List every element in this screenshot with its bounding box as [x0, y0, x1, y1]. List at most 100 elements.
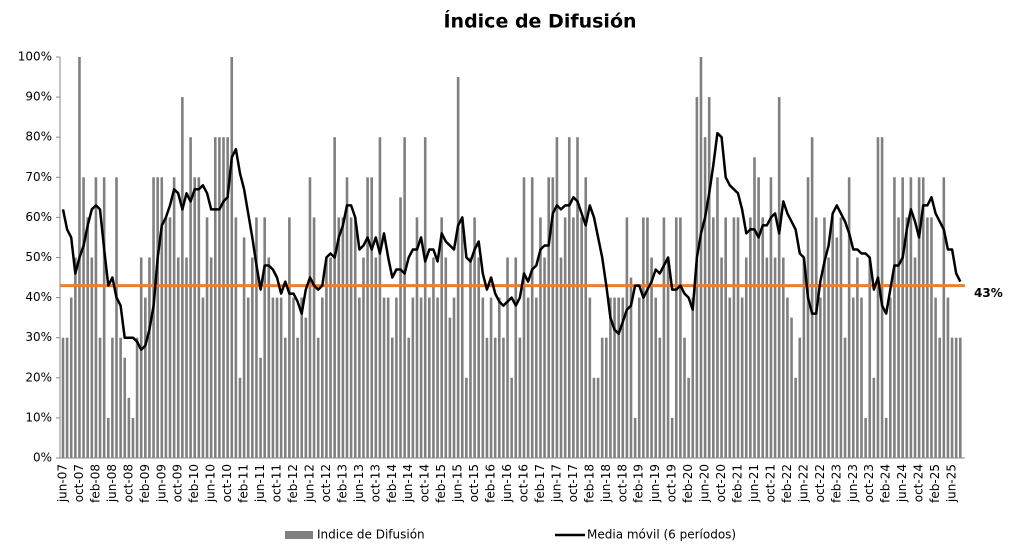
bar [386, 297, 390, 458]
bar [687, 377, 690, 458]
y-tick-label: 0% [33, 451, 52, 465]
reference-label: 43% [974, 286, 1003, 300]
bar [341, 217, 345, 458]
bar [868, 257, 872, 458]
x-tick-label: jun-15 [451, 464, 465, 503]
bar [189, 137, 192, 458]
bar [168, 217, 172, 458]
bar [218, 137, 221, 458]
bar [954, 337, 958, 458]
bar [312, 217, 316, 458]
bar [934, 297, 937, 458]
bar [790, 317, 793, 458]
bar [712, 217, 715, 458]
x-tick-label: jun-19 [648, 464, 662, 503]
bar [111, 337, 114, 458]
bar [514, 257, 518, 458]
bar [732, 217, 736, 458]
bar [325, 257, 328, 458]
bar [275, 297, 279, 458]
bar [370, 177, 373, 459]
bar [234, 217, 238, 458]
bar [946, 297, 950, 458]
y-tick-label: 10% [25, 410, 52, 424]
x-tick-label: feb-25 [928, 464, 942, 503]
bar [399, 197, 402, 458]
bar [786, 297, 789, 458]
bar [893, 177, 896, 459]
bar [646, 217, 649, 458]
bar [197, 177, 201, 459]
x-tick-label: feb-09 [138, 464, 152, 503]
bar [255, 217, 258, 458]
bar [835, 237, 839, 458]
bar [485, 337, 489, 458]
bar [403, 137, 406, 458]
y-tick-label: 40% [25, 290, 52, 304]
bar [477, 257, 481, 458]
x-tick-label: jun-14 [401, 464, 415, 503]
bar [353, 217, 357, 458]
bar [872, 377, 876, 458]
x-tick-label: feb-12 [286, 464, 300, 503]
bar [428, 297, 431, 458]
y-tick-label: 70% [25, 170, 52, 184]
bar [600, 337, 604, 458]
bar [382, 297, 386, 458]
x-tick-label: feb-20 [681, 464, 695, 503]
bar [127, 397, 131, 458]
bar [473, 217, 476, 458]
x-tick-label: jun-09 [154, 464, 168, 503]
bar [950, 337, 954, 458]
bar [703, 137, 707, 458]
bar [588, 297, 592, 458]
legend-swatch [285, 531, 313, 539]
x-tick-label: jun-08 [105, 464, 119, 503]
bar [185, 257, 188, 458]
bar [411, 297, 415, 458]
bar [481, 297, 485, 458]
bar [213, 137, 217, 458]
bar [366, 177, 369, 459]
bar [658, 337, 662, 458]
bar [465, 377, 468, 458]
bar [535, 297, 538, 458]
legend-label: Media móvil (6 períodos) [587, 528, 736, 542]
bar [555, 137, 559, 458]
bar [580, 217, 583, 458]
bar [423, 137, 427, 458]
bar [333, 137, 336, 458]
x-tick-label: jun-24 [895, 464, 909, 503]
x-tick-label: feb-11 [237, 464, 251, 503]
x-tick-label: feb-21 [731, 464, 745, 503]
bar [156, 177, 159, 459]
bar [642, 217, 645, 458]
bar [321, 297, 324, 458]
bar [497, 297, 501, 458]
x-tick-label: oct-18 [615, 464, 629, 502]
bar [901, 177, 904, 459]
bar [720, 257, 723, 458]
x-tick-label: feb-23 [829, 464, 843, 503]
bar [773, 257, 777, 458]
bar [115, 177, 118, 459]
bar [695, 97, 699, 458]
bar [884, 417, 888, 458]
chart-title: Índice de Difusión [443, 10, 636, 33]
bar [572, 217, 575, 458]
bar [650, 257, 653, 458]
bar [242, 237, 246, 458]
bar [926, 217, 929, 458]
bar [782, 257, 785, 458]
bar [563, 217, 567, 458]
x-tick-label: jun-21 [747, 464, 761, 503]
bar [263, 217, 266, 458]
bar [230, 57, 234, 458]
x-tick-label: oct-07 [72, 464, 86, 502]
bar [349, 217, 353, 458]
bar [160, 177, 164, 459]
y-tick-label: 100% [18, 50, 52, 64]
bar [761, 217, 765, 458]
bar [226, 137, 229, 458]
bar [930, 217, 933, 458]
